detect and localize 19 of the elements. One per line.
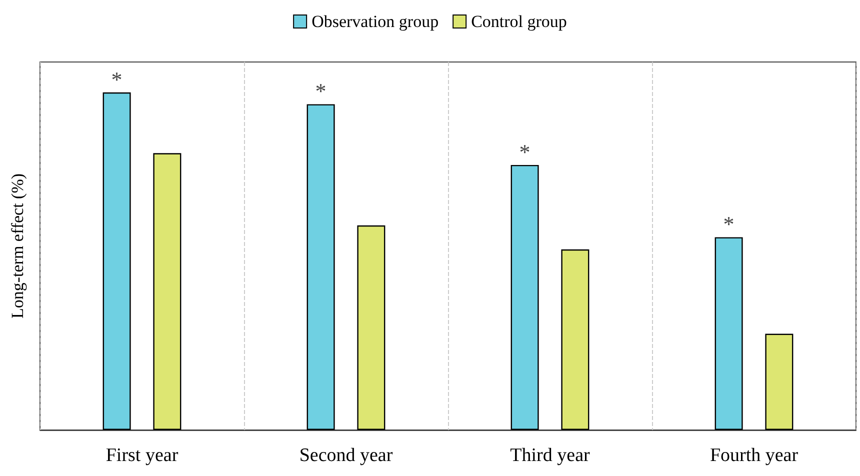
bar	[714, 237, 743, 430]
legend-label: Control group	[471, 12, 567, 31]
bar	[357, 225, 386, 430]
annotation: *	[519, 139, 530, 164]
bar	[153, 153, 182, 430]
bar	[510, 164, 539, 430]
annotation: *	[315, 78, 326, 104]
legend-label: Observation group	[312, 12, 439, 31]
annotation: *	[723, 212, 734, 237]
text: *	[111, 66, 122, 92]
bar	[561, 249, 590, 430]
bar	[102, 92, 131, 430]
x-tick-label: First year	[106, 445, 179, 466]
x-tick-label: Second year	[299, 445, 394, 466]
bar	[306, 104, 335, 430]
x-tick-label: Third year	[510, 445, 590, 466]
bar	[765, 334, 794, 430]
x-tick-label: Fourth year	[710, 445, 799, 466]
y-axis-title: Long-term effect (%)	[8, 173, 27, 319]
